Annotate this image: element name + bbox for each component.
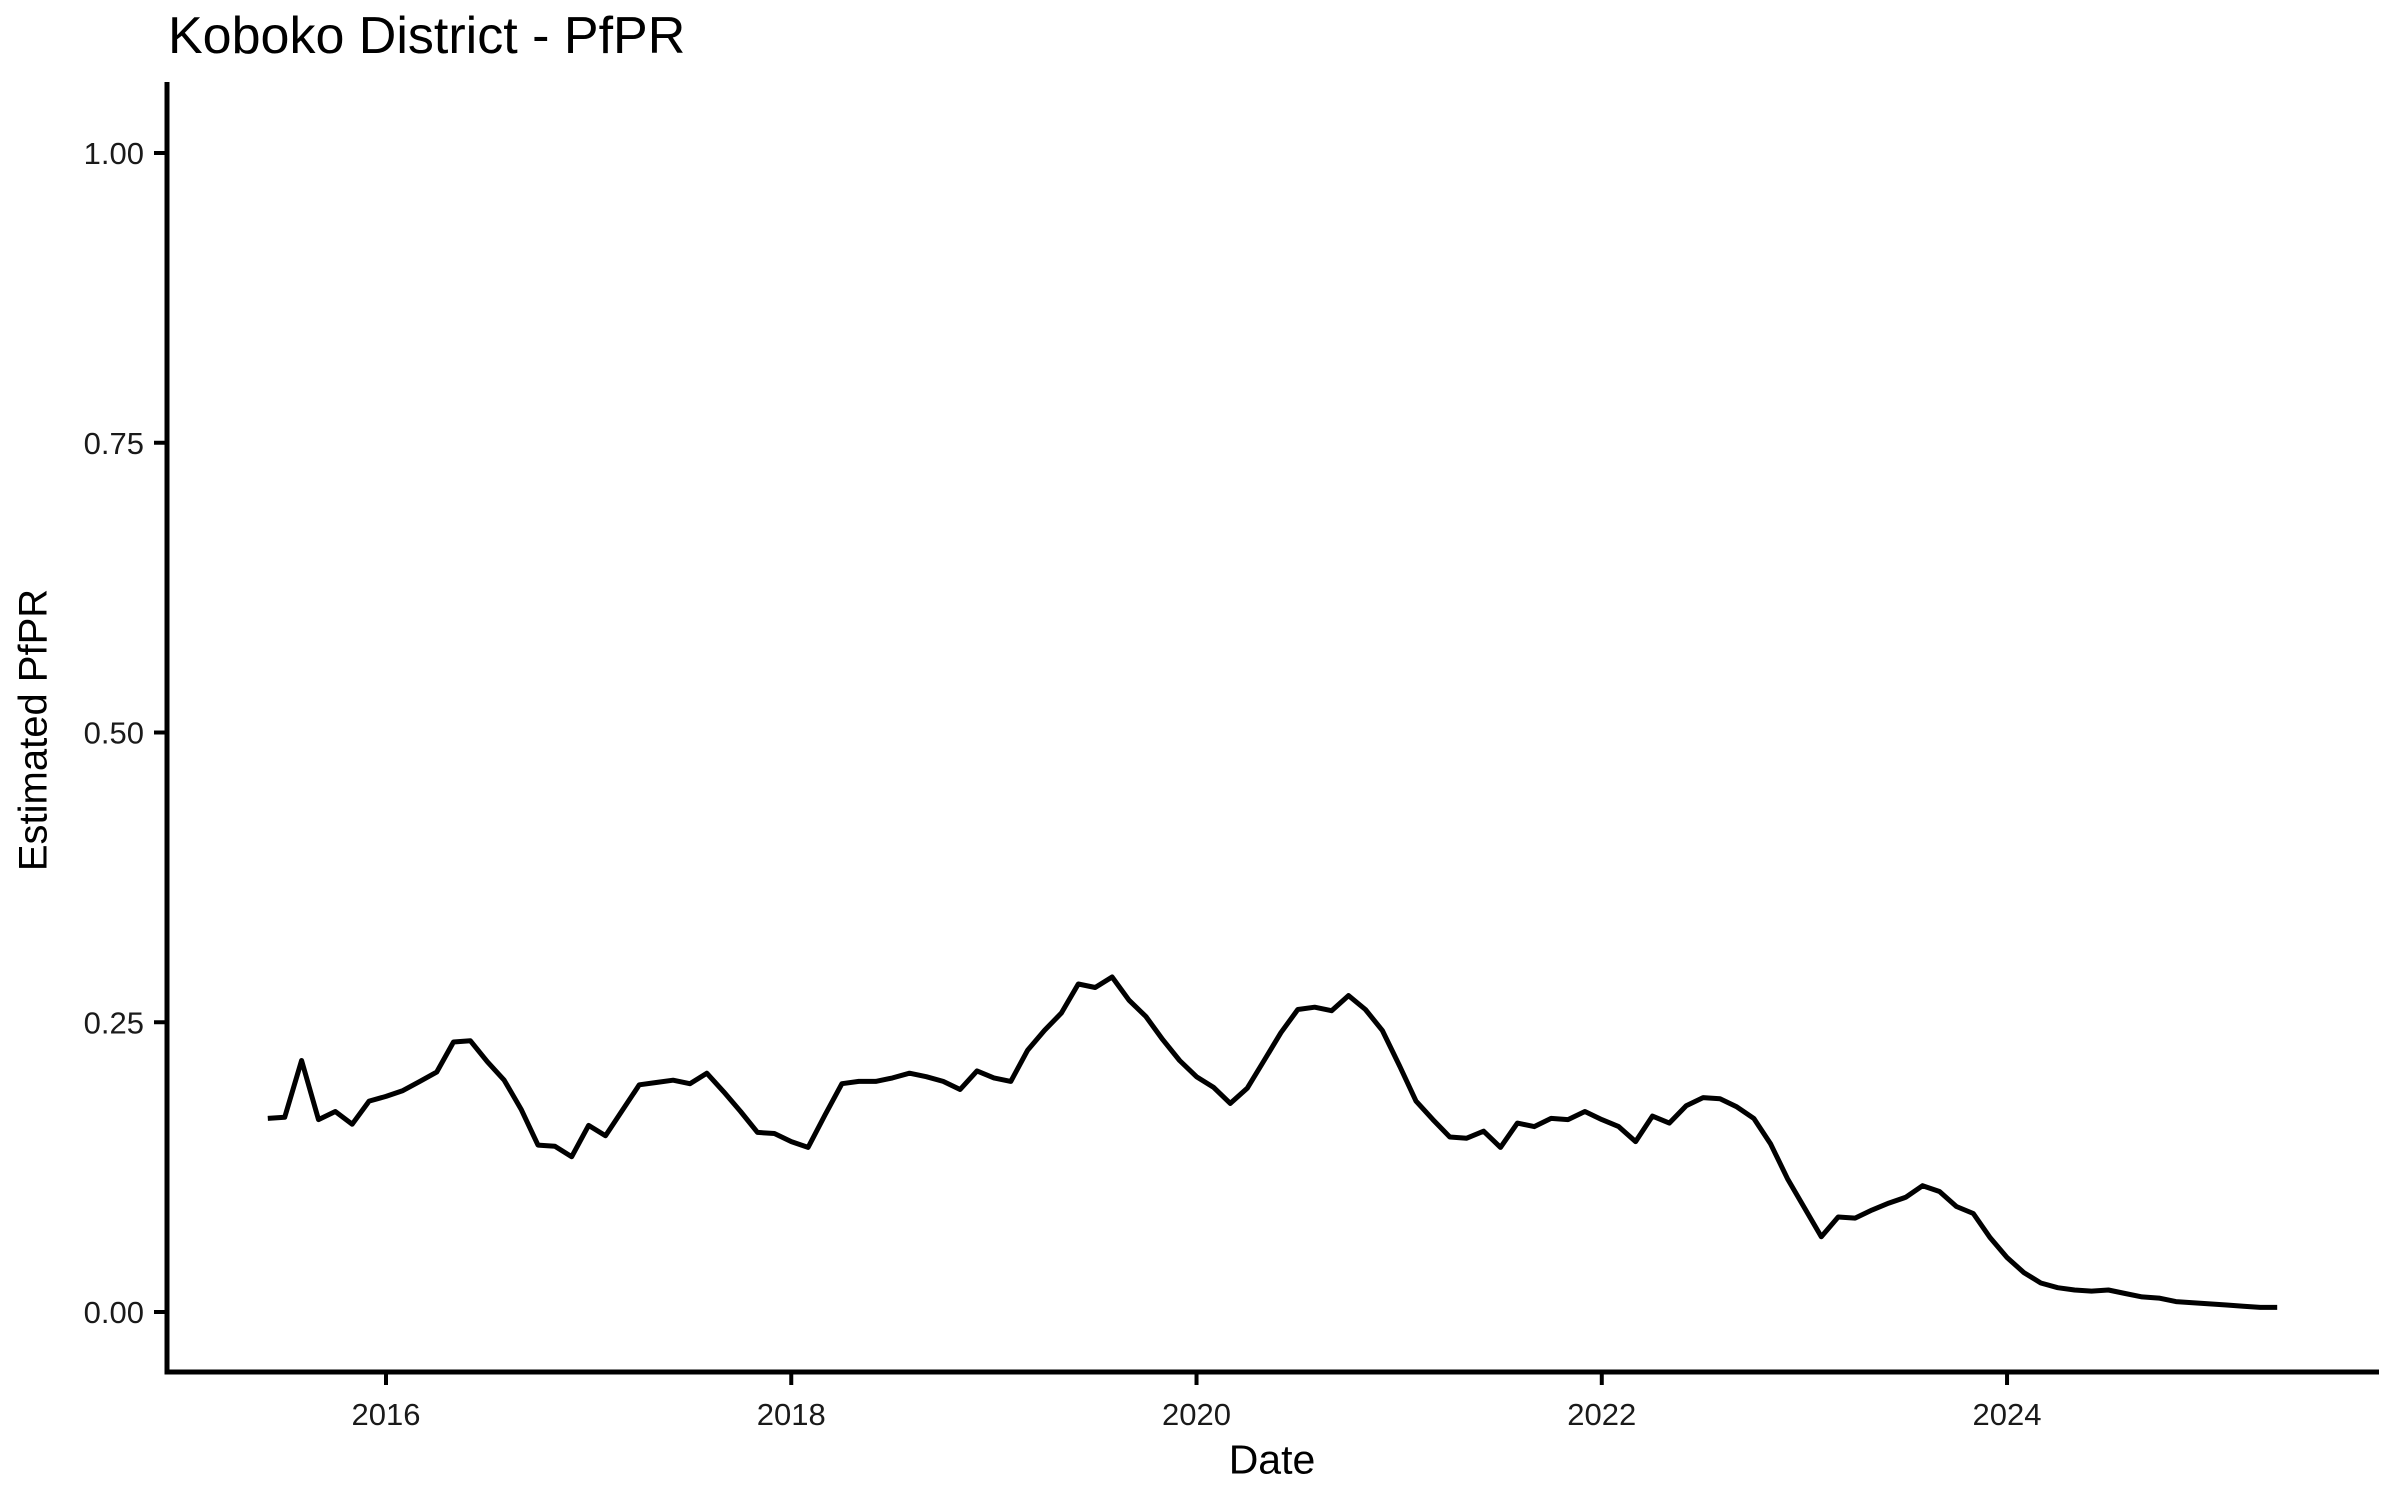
x-tick-label: 2022: [1567, 1397, 1636, 1432]
x-axis-ticks: 2016 2018 2020 2022 2024: [352, 1372, 2042, 1432]
y-tick-label: 0.25: [84, 1005, 144, 1040]
y-tick-label: 0.00: [84, 1295, 144, 1330]
y-axis-ticks: 1.00 0.75 0.50 0.25 0.00: [84, 136, 167, 1330]
chart-title: Koboko District - PfPR: [168, 7, 686, 65]
y-tick-label: 0.50: [84, 716, 144, 751]
x-axis-title: Date: [1228, 1436, 1316, 1483]
y-tick-label: 1.00: [84, 136, 144, 171]
x-tick-label: 2018: [757, 1397, 826, 1432]
x-tick-label: 2024: [1973, 1397, 2042, 1432]
x-tick-label: 2020: [1162, 1397, 1231, 1432]
pfpr-line: [267, 974, 2278, 1310]
x-tick-label: 2016: [352, 1397, 421, 1432]
y-tick-label: 0.75: [84, 426, 144, 461]
